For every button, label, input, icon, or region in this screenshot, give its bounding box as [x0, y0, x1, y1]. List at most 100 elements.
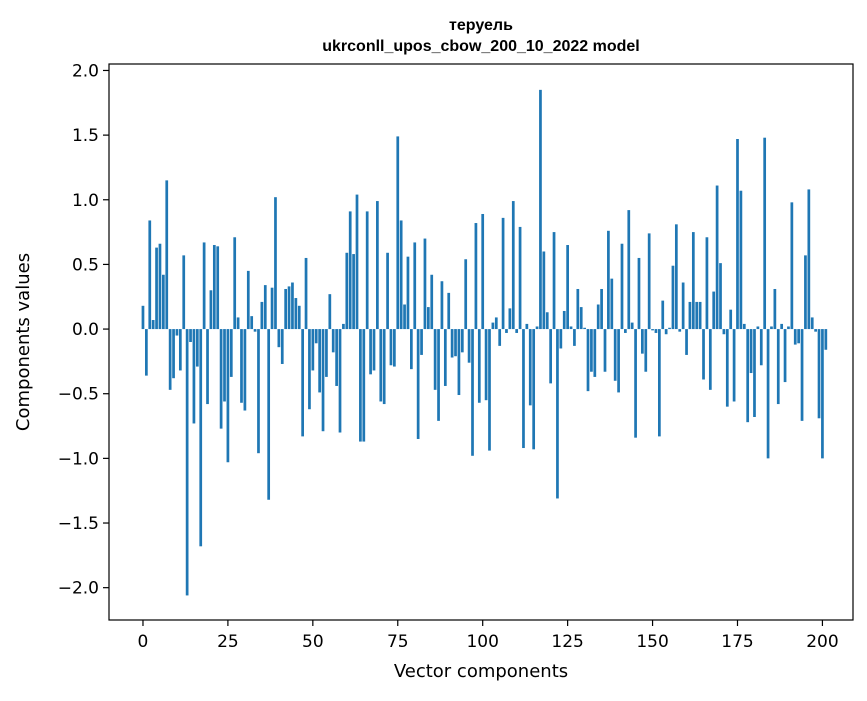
bar-component-144	[630, 322, 634, 330]
bar-component-198	[814, 329, 817, 332]
bar-component-30	[243, 329, 247, 411]
bar-component-106	[501, 217, 505, 330]
bar-component-172	[725, 329, 729, 407]
bar-component-48	[304, 257, 308, 330]
bar-component-25	[226, 329, 230, 463]
bar-component-152	[658, 329, 661, 437]
bar-component-156	[671, 265, 675, 330]
bar-component-97	[471, 329, 474, 456]
bar-component-32	[250, 316, 254, 330]
bar-component-7	[165, 180, 169, 330]
bar-component-151	[654, 329, 658, 333]
bar-component-46	[297, 305, 301, 330]
bar-component-146	[637, 257, 641, 330]
bar-component-26	[229, 329, 233, 377]
bar-component-163	[695, 301, 699, 330]
bar-component-141	[620, 243, 624, 330]
bar-component-190	[787, 326, 790, 330]
bar-component-85	[430, 274, 434, 330]
bar-component-118	[542, 251, 546, 330]
bar-component-167	[708, 329, 712, 390]
bar-component-107	[505, 329, 508, 333]
x-tick-label: 75	[387, 632, 409, 652]
bar-component-56	[331, 329, 335, 353]
bar-component-191	[790, 202, 794, 330]
bar-component-99	[477, 329, 481, 403]
bar-component-2	[148, 220, 152, 330]
bar-component-61	[348, 211, 352, 330]
bar-component-3	[151, 320, 155, 330]
bar-component-20	[209, 290, 213, 330]
bar-component-142	[624, 329, 627, 333]
bar-component-102	[488, 329, 491, 451]
bar-component-89	[443, 329, 447, 386]
y-tick-label: −2.0	[58, 579, 99, 599]
y-tick-label: 2.0	[72, 61, 99, 81]
bar-component-115	[532, 329, 536, 450]
bar-component-126	[569, 326, 573, 330]
bar-component-84	[426, 307, 430, 330]
bar-component-114	[528, 329, 532, 406]
bar-component-78	[406, 256, 410, 330]
bar-component-83	[423, 238, 427, 330]
bar-component-69	[376, 201, 379, 330]
x-tick-label: 200	[806, 632, 838, 652]
bar-component-103	[491, 322, 495, 330]
bar-component-147	[641, 329, 644, 354]
y-tick-label: 0.5	[72, 255, 99, 275]
bar-component-184	[766, 329, 770, 459]
y-axis-label: Components values	[13, 253, 34, 431]
bar-component-193	[797, 329, 800, 344]
bar-component-13	[185, 329, 189, 596]
plot-frame	[108, 63, 854, 621]
x-tick-label: 175	[721, 632, 753, 652]
bar-component-104	[494, 317, 498, 330]
bar-component-73	[389, 329, 393, 366]
bar-component-161	[688, 301, 692, 330]
bar-component-67	[369, 329, 372, 375]
bar-component-47	[301, 329, 304, 437]
bar-component-121	[552, 232, 556, 330]
bar-component-71	[382, 329, 386, 405]
bar-component-1	[145, 329, 148, 376]
y-tick-label: 1.5	[72, 126, 99, 146]
bar-component-178	[746, 329, 750, 423]
bar-component-94	[460, 329, 464, 353]
bar-component-201	[824, 329, 828, 350]
bar-component-52	[318, 329, 321, 393]
bar-component-41	[280, 329, 284, 364]
bar-component-116	[535, 326, 539, 330]
bar-component-194	[800, 329, 804, 421]
bar-component-9	[172, 329, 175, 379]
bar-component-112	[522, 329, 525, 449]
bar-component-98	[474, 223, 478, 330]
bar-component-143	[627, 210, 631, 330]
bar-component-122	[556, 329, 559, 499]
bar-component-86	[433, 329, 437, 390]
bar-component-162	[691, 232, 695, 330]
bar-component-4	[155, 247, 158, 330]
bar-component-170	[719, 263, 722, 330]
y-tick-label: −0.5	[58, 385, 99, 405]
bar-component-164	[698, 301, 702, 330]
bar-component-17	[199, 329, 203, 547]
bar-component-200	[821, 329, 824, 459]
bar-component-37	[267, 329, 271, 500]
bar-component-199	[817, 329, 821, 419]
bar-component-117	[539, 89, 542, 330]
bar-component-33	[253, 329, 257, 332]
bar-component-55	[328, 294, 332, 330]
bar-component-31	[246, 270, 250, 330]
bar-component-195	[804, 255, 807, 330]
bar-component-183	[763, 137, 767, 330]
bar-component-159	[681, 282, 685, 330]
bar-component-8	[168, 329, 172, 390]
bar-component-185	[770, 326, 773, 330]
bar-component-186	[773, 288, 777, 330]
bar-component-0	[141, 305, 145, 330]
bar-component-136	[603, 329, 607, 372]
bar-component-54	[325, 329, 328, 377]
bar-component-12	[182, 255, 186, 330]
bar-component-15	[192, 329, 196, 424]
bar-component-128	[576, 288, 580, 330]
